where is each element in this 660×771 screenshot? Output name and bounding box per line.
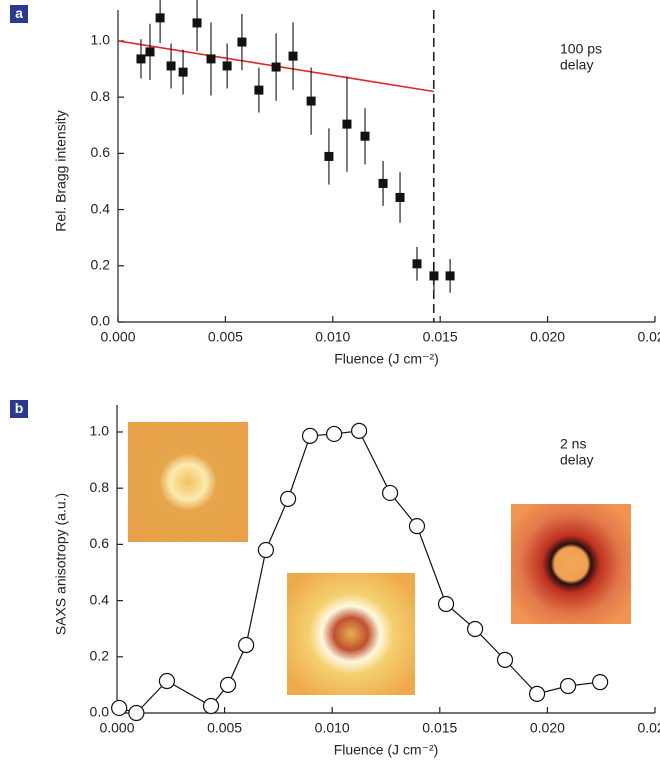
data-point: [528, 685, 546, 702]
data-point: [592, 673, 609, 691]
data-point: [222, 61, 232, 71]
inset-image: [511, 504, 631, 624]
y-tick-label: 0.6: [91, 144, 111, 160]
data-point: [351, 422, 368, 439]
x-tick-label: 0.020: [530, 720, 565, 736]
data-point: [238, 636, 255, 654]
data-point: [326, 425, 343, 443]
data-point: [381, 484, 399, 502]
data-point: [445, 271, 455, 281]
x-tick-label: 0.025: [637, 329, 660, 345]
data-point: [219, 676, 237, 693]
y-tick-label: 0.6: [90, 535, 110, 551]
data-point: [257, 541, 275, 559]
data-point: [128, 704, 145, 722]
data-point: [136, 54, 146, 64]
x-tick-label: 0.020: [530, 329, 565, 345]
y-tick-label: 1.0: [90, 423, 110, 439]
data-point: [360, 131, 370, 141]
data-point: [437, 595, 455, 613]
x-tick-label: 0.010: [315, 329, 350, 345]
data-point: [178, 67, 188, 77]
y-tick-label: 0.0: [90, 704, 110, 720]
annotation: 2 ns: [560, 436, 586, 452]
y-tick-label: 0.2: [91, 256, 111, 272]
data-point: [202, 697, 220, 715]
data-point: [145, 47, 155, 57]
x-tick-label: 0.000: [100, 329, 135, 345]
x-tick-label: 0.005: [207, 720, 242, 736]
y-axis-label: SAXS anisotropy (a.u.): [53, 493, 69, 635]
y-tick-label: 0.4: [90, 591, 110, 607]
data-point: [412, 259, 422, 269]
data-point: [254, 85, 264, 95]
data-point: [378, 178, 388, 188]
data-point: [324, 151, 334, 161]
y-tick-label: 0.4: [91, 200, 111, 216]
panel-label: a: [15, 5, 23, 21]
y-tick-label: 0.8: [90, 479, 110, 495]
data-point: [279, 490, 297, 507]
data-point: [466, 620, 484, 638]
data-point: [192, 18, 202, 28]
annotation: delay: [560, 57, 593, 73]
panel-label: b: [15, 400, 24, 416]
x-axis-label: Fluence (J cm⁻²): [334, 351, 439, 367]
data-point: [158, 672, 176, 690]
data-point: [111, 699, 128, 717]
inset-image: [287, 573, 415, 695]
y-tick-label: 0.8: [91, 88, 111, 104]
y-tick-label: 0.0: [91, 313, 111, 329]
panel-badge: [10, 400, 28, 418]
x-tick-label: 0.015: [423, 329, 458, 345]
x-tick-label: 0.000: [99, 720, 134, 736]
inset-image: [128, 422, 248, 542]
data-point: [559, 677, 577, 695]
x-tick-label: 0.015: [422, 720, 457, 736]
data-point: [301, 427, 319, 445]
data-point: [408, 518, 426, 535]
data-point: [342, 119, 352, 129]
panel-badge: [10, 5, 28, 23]
y-tick-label: 1.0: [91, 32, 111, 48]
data-point: [288, 51, 298, 61]
data-point: [395, 192, 405, 202]
x-tick-label: 0.005: [208, 329, 243, 345]
data-point: [155, 13, 165, 23]
annotation: delay: [560, 452, 593, 468]
data-point: [429, 271, 439, 281]
data-point: [271, 62, 281, 72]
x-tick-label: 0.025: [637, 720, 660, 736]
data-point: [496, 651, 514, 668]
y-tick-label: 0.2: [90, 647, 110, 663]
data-point: [206, 54, 216, 64]
x-axis-label: Fluence (J cm⁻²): [334, 742, 439, 758]
data-point: [306, 96, 316, 106]
y-axis-label: Rel. Bragg intensity: [53, 110, 69, 231]
data-point: [166, 61, 176, 71]
annotation: 100 ps: [560, 41, 602, 57]
data-point: [237, 37, 247, 47]
x-tick-label: 0.010: [315, 720, 350, 736]
